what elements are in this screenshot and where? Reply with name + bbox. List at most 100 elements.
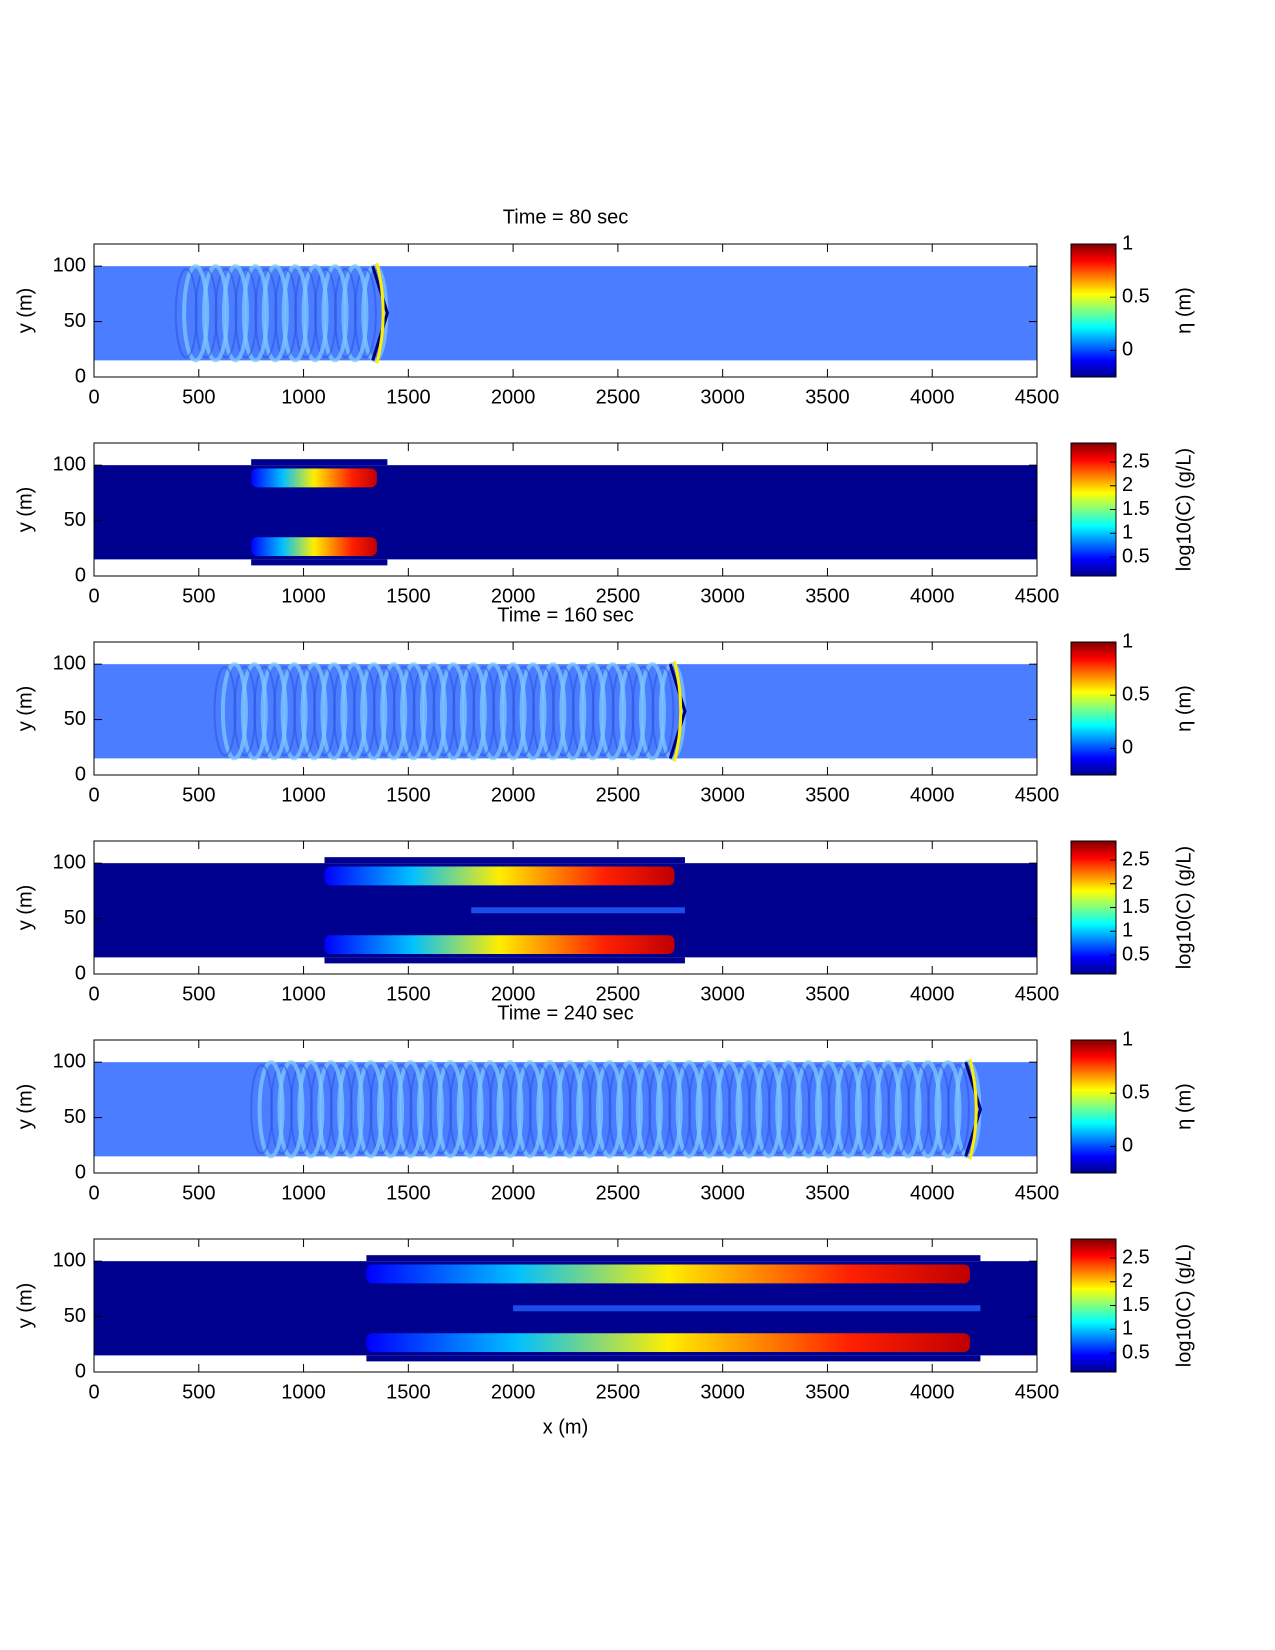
y-axis-label: y (m) <box>14 487 36 533</box>
colorbar-label: η (m) <box>1173 1083 1195 1130</box>
wave-crest <box>220 662 248 761</box>
x-tick-label: 4500 <box>1015 1381 1060 1403</box>
x-tick-label: 4500 <box>1015 983 1060 1005</box>
y-tick-label: 50 <box>64 509 86 531</box>
wave-crest <box>675 1060 703 1159</box>
wave-trough <box>508 1064 532 1155</box>
x-tick-label: 500 <box>182 585 215 607</box>
wave-trough <box>747 1064 771 1155</box>
x-tick-label: 3000 <box>700 585 745 607</box>
x-tick-label: 3500 <box>805 784 850 806</box>
wave-trough <box>588 1064 612 1155</box>
wave-trough <box>631 666 655 757</box>
wave-trough <box>309 1064 333 1155</box>
wave-trough <box>551 666 575 757</box>
wave-crest <box>202 264 230 363</box>
y-tick-label: 50 <box>64 708 86 730</box>
x-tick-label: 1000 <box>281 1182 326 1204</box>
wave-crest <box>834 1060 862 1159</box>
chart-title: Time = 240 sec <box>497 1002 634 1024</box>
x-tick-label: 2000 <box>491 386 536 408</box>
colorbar <box>1070 1238 1117 1373</box>
field <box>94 1058 1037 1160</box>
wave-trough <box>174 268 198 359</box>
wave-trough <box>532 666 555 757</box>
wave-trough <box>213 666 237 757</box>
wave-trough <box>767 1064 791 1155</box>
wave-front-edge <box>375 262 385 364</box>
x-tick-label: 1000 <box>281 1381 326 1403</box>
wave-trough <box>568 1064 592 1155</box>
x-tick-label: 4000 <box>910 784 955 806</box>
plume-top <box>251 468 377 488</box>
wave-crest <box>599 662 627 761</box>
x-tick-label: 1500 <box>386 1381 431 1403</box>
wave-crest <box>341 264 369 363</box>
wave-trough <box>867 1064 891 1155</box>
wave-crest <box>277 1060 305 1159</box>
wave-crest <box>854 1060 882 1159</box>
x-tick-label: 4000 <box>910 1381 955 1403</box>
wave-crest <box>320 662 348 761</box>
chart-title: Time = 160 sec <box>497 604 634 626</box>
wave-trough <box>329 1064 353 1155</box>
x-tick-label: 4000 <box>910 983 955 1005</box>
colorbar <box>1070 1039 1117 1174</box>
wave-trough <box>392 666 416 757</box>
wave-trough <box>887 1064 911 1155</box>
wave-crest <box>519 662 547 761</box>
colorbar-tick-label: 2.5 <box>1122 450 1150 472</box>
colorbar-tick-label: 1.5 <box>1122 498 1150 520</box>
y-tick-label: 0 <box>75 1360 86 1382</box>
wave-crest <box>439 662 467 761</box>
wave-crest <box>476 1060 504 1159</box>
wave-crest <box>376 1060 405 1159</box>
wave-trough <box>369 1064 393 1155</box>
wave-crest <box>456 1060 484 1159</box>
wave-crest <box>240 662 268 761</box>
wave-crest <box>479 662 507 761</box>
wave-trough <box>548 1064 572 1155</box>
x-tick-label: 1500 <box>386 1182 431 1204</box>
field-background <box>94 266 1037 361</box>
wave-crest <box>241 264 269 363</box>
colorbar-label: log10(C) (g/L) <box>1173 448 1195 571</box>
wave-trough <box>353 268 377 359</box>
wave-front-edge <box>673 660 683 762</box>
y-tick-label: 100 <box>53 1050 86 1072</box>
wave-crest <box>297 1060 325 1159</box>
field <box>94 459 1037 566</box>
wave-crest <box>340 662 368 761</box>
x-tick-label: 1500 <box>386 983 431 1005</box>
speckle-bottom <box>324 957 685 964</box>
wave-trough <box>628 1064 652 1155</box>
wave-crest <box>795 1060 823 1159</box>
wave-front <box>371 265 389 361</box>
x-tick-label: 4500 <box>1015 585 1060 607</box>
y-tick-label: 100 <box>53 254 86 276</box>
x-tick-label: 1500 <box>386 585 431 607</box>
wave-trough <box>432 666 456 757</box>
speckle-top <box>366 1255 981 1262</box>
wave-trough <box>847 1064 871 1155</box>
y-tick-label: 50 <box>64 310 86 332</box>
wave-crest <box>380 662 408 761</box>
wave-front <box>964 1061 982 1157</box>
y-tick-label: 50 <box>64 1106 86 1128</box>
colorbar <box>1070 243 1117 378</box>
wave-crest <box>416 1060 444 1159</box>
y-tick-label: 50 <box>64 1305 86 1327</box>
x-tick-label: 4500 <box>1015 1182 1060 1204</box>
colorbar-tick-label: 1.5 <box>1122 1294 1150 1316</box>
wave-crest <box>516 1060 544 1159</box>
x-tick-label: 1500 <box>386 784 431 806</box>
wave-trough <box>333 268 357 359</box>
wave-crest <box>281 264 309 363</box>
x-tick-label: 3500 <box>805 983 850 1005</box>
x-tick-label: 0 <box>88 585 99 607</box>
x-tick-label: 1000 <box>281 386 326 408</box>
wave-trough <box>349 1064 373 1155</box>
x-tick-label: 0 <box>88 1182 99 1204</box>
wave-trough <box>352 666 376 757</box>
wave-crest <box>635 1060 663 1159</box>
